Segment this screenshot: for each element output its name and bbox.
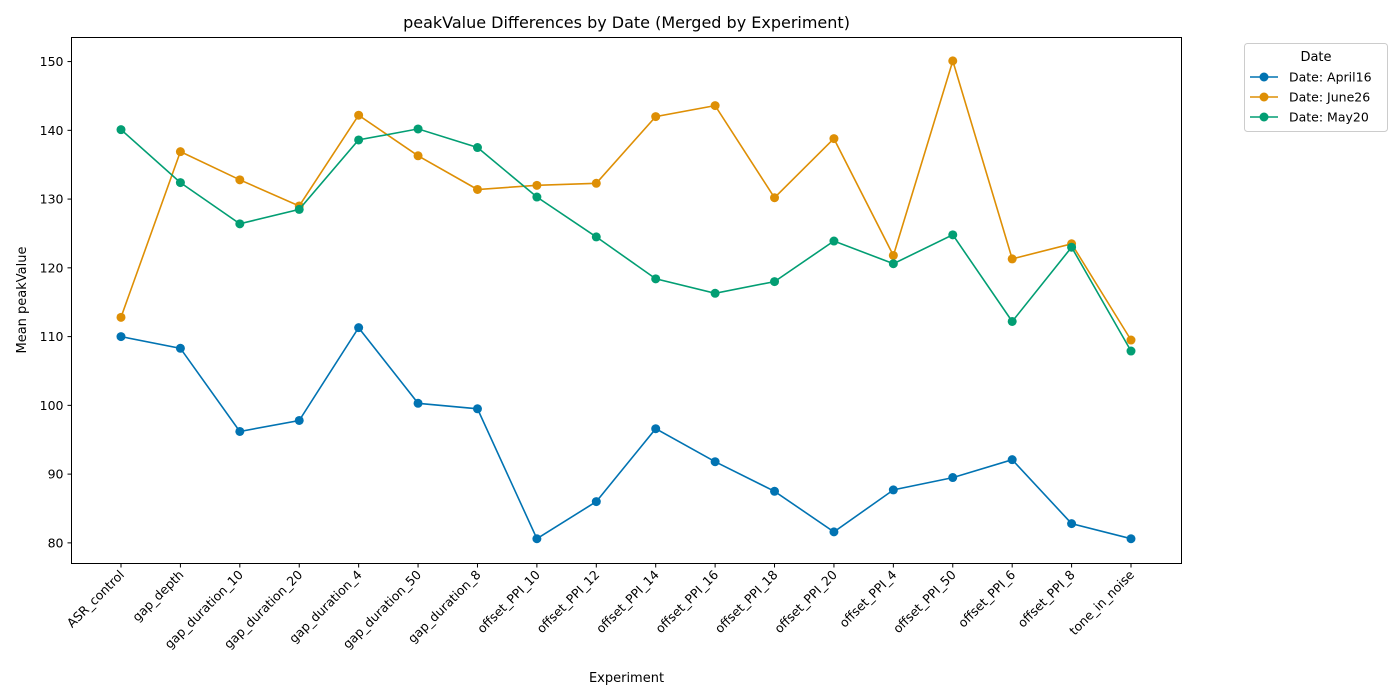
data-point <box>948 56 958 66</box>
data-point <box>532 192 542 202</box>
data-point <box>829 134 839 144</box>
series-date-may20 <box>116 124 1136 356</box>
data-point <box>829 527 839 537</box>
series-line <box>120 128 1132 352</box>
data-point <box>591 497 601 507</box>
x-tick-label: offset_PPI_6 <box>955 567 1018 630</box>
legend-marker <box>1259 72 1269 82</box>
data-point <box>888 259 898 269</box>
data-point <box>591 178 601 188</box>
legend: Date Date: April16 Date: June26 Date: May2… <box>1244 43 1388 132</box>
data-point <box>651 424 661 434</box>
y-tick-label: 90 <box>48 467 64 482</box>
data-point <box>710 457 720 467</box>
legend-entries: Date: April16 Date: June26 Date: May20 <box>1250 70 1372 125</box>
data-point <box>770 486 780 496</box>
x-tick-label: offset_PPI_20 <box>771 567 840 636</box>
data-point <box>1126 534 1136 544</box>
x-tick-label: gap_depth <box>129 567 186 624</box>
x-axis-label: Experiment <box>589 671 664 686</box>
data-point <box>294 415 304 425</box>
data-point <box>354 323 364 333</box>
data-point <box>472 184 482 194</box>
x-tick-label: offset_PPI_50 <box>890 567 959 636</box>
y-axis-label: Mean peakValue <box>15 247 30 354</box>
data-point <box>235 175 245 185</box>
data-point <box>770 193 780 203</box>
data-point <box>116 312 126 322</box>
data-point <box>1126 346 1136 356</box>
series-date-june26 <box>116 56 1136 345</box>
data-point <box>710 101 720 111</box>
y-tick-label: 140 <box>40 123 64 138</box>
plot-series <box>116 56 1136 544</box>
data-point <box>532 534 542 544</box>
data-point <box>116 332 126 342</box>
y-tick-label: 130 <box>40 192 64 207</box>
y-tick-label: 100 <box>40 398 64 413</box>
series-line <box>120 58 1132 341</box>
y-tick-label: 120 <box>40 260 64 275</box>
data-point <box>1007 455 1017 465</box>
data-point <box>948 230 958 240</box>
data-point <box>1067 519 1077 529</box>
data-point <box>948 473 958 483</box>
legend-label: Date: June26 <box>1289 90 1370 105</box>
x-axis: ASR_control gap_depthgap_duration_10gap_d… <box>64 563 1137 652</box>
y-tick-label: 150 <box>40 54 64 69</box>
series-date-april16 <box>116 323 1136 544</box>
data-point <box>829 236 839 246</box>
data-point <box>651 274 661 284</box>
data-point <box>175 343 185 353</box>
data-point <box>413 124 423 134</box>
data-point <box>175 178 185 188</box>
legend-label: Date: May20 <box>1289 110 1369 125</box>
series-line <box>120 326 1132 540</box>
data-point <box>1007 316 1017 326</box>
x-tick-label: offset_PPI_8 <box>1014 567 1077 630</box>
data-point <box>1067 242 1077 252</box>
data-point <box>888 485 898 495</box>
data-point <box>651 112 661 122</box>
legend-marker <box>1259 112 1269 122</box>
data-point <box>116 125 126 135</box>
data-point <box>175 147 185 157</box>
legend-marker <box>1259 92 1269 102</box>
x-tick-label: offset_PPI_4 <box>836 567 899 630</box>
data-point <box>472 404 482 414</box>
data-point <box>532 180 542 190</box>
chart-title: peakValue Differences by Date (Merged by… <box>403 13 850 32</box>
data-point <box>1007 254 1017 264</box>
data-point <box>413 151 423 161</box>
legend-title: Date <box>1300 50 1331 65</box>
legend-box <box>1244 43 1388 132</box>
data-point <box>354 135 364 145</box>
data-point <box>235 219 245 229</box>
x-tick-label: ASR_control <box>64 567 127 630</box>
data-point <box>413 398 423 408</box>
data-point <box>354 110 364 120</box>
plot-frame <box>71 37 1182 564</box>
y-tick-label: 110 <box>40 329 64 344</box>
legend-label: Date: April16 <box>1289 70 1372 85</box>
data-point <box>235 426 245 436</box>
data-point <box>888 250 898 260</box>
data-point <box>591 232 601 242</box>
data-point <box>1126 335 1136 345</box>
data-point <box>710 288 720 298</box>
data-point <box>472 143 482 153</box>
data-point <box>294 204 304 214</box>
y-tick-label: 80 <box>48 535 64 550</box>
data-point <box>770 277 780 287</box>
y-axis: 80 90 100 110 120 130 140 150 <box>40 54 72 550</box>
